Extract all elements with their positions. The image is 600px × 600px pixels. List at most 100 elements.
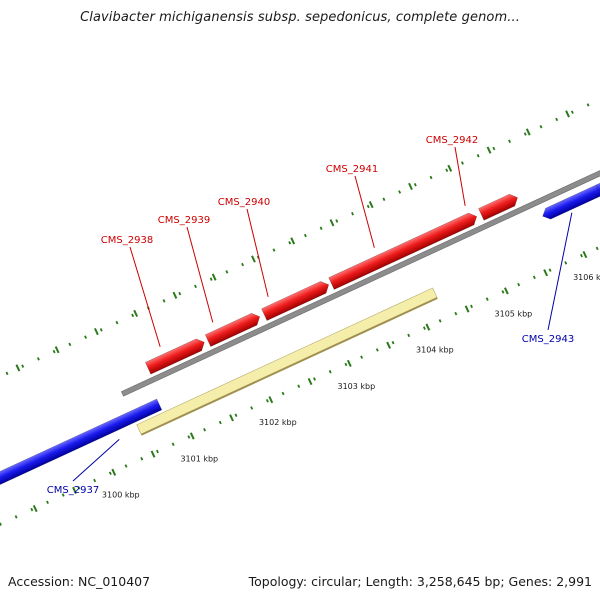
minor-tick	[407, 333, 411, 338]
major-tick	[504, 287, 509, 295]
major-tick	[543, 269, 549, 277]
minor-tick	[140, 457, 144, 461]
gene-arrow-cms-2937[interactable]	[0, 398, 163, 536]
minor-tick	[532, 275, 536, 280]
minor-tick	[194, 284, 197, 289]
gene-label-cms-2940[interactable]: CMS_2940	[218, 197, 270, 208]
minor-tick	[366, 204, 370, 209]
major-tick	[486, 146, 492, 154]
minor-tick	[508, 139, 512, 143]
minor-tick	[555, 117, 559, 122]
minor-tick	[485, 297, 489, 301]
gene-arrow-cms-2939[interactable]	[204, 311, 262, 347]
minor-tick	[77, 486, 81, 490]
major-tick	[307, 377, 313, 386]
gene-arrow-cms-2940[interactable]	[261, 279, 332, 321]
kbp-tick-label: 3101 kbp	[180, 454, 218, 463]
minor-tick	[570, 110, 574, 114]
minor-tick	[203, 428, 207, 432]
gene-arrow-cms-2941[interactable]	[328, 211, 480, 290]
major-tick	[368, 200, 374, 209]
minor-tick	[344, 362, 348, 367]
minor-tick	[319, 226, 323, 231]
major-tick	[525, 128, 531, 136]
minor-tick	[470, 304, 473, 309]
minor-tick	[241, 262, 245, 267]
pseudogene-band-edge	[140, 297, 438, 436]
minor-ticks	[0, 103, 599, 526]
major-tick	[582, 250, 588, 259]
minor-tick	[328, 369, 332, 374]
gene-leader-line	[246, 208, 269, 297]
major-tick	[111, 468, 117, 476]
major-tick	[133, 309, 139, 318]
gene-arrow-cms-2943[interactable]	[540, 184, 600, 222]
minor-tick	[162, 299, 166, 303]
minor-tick	[595, 246, 599, 251]
minor-tick	[281, 391, 285, 396]
minor-tick	[586, 103, 590, 107]
gene-features	[0, 108, 600, 536]
gene-label-cms-2942[interactable]: CMS_2942	[426, 135, 478, 146]
minor-tick	[523, 132, 527, 136]
backbone-line	[120, 0, 600, 397]
minor-tick	[178, 291, 182, 296]
minor-tick	[313, 377, 316, 381]
minor-tick	[413, 183, 417, 187]
gene-label-cms-2938[interactable]: CMS_2938	[101, 235, 153, 246]
minor-tick	[14, 515, 18, 519]
minor-tick	[218, 420, 222, 425]
gene-label-cms-2939[interactable]: CMS_2939	[158, 215, 210, 226]
map-rotated-group	[0, 0, 600, 536]
minor-tick	[36, 357, 40, 361]
minor-tick	[517, 282, 521, 287]
minor-tick	[21, 364, 25, 368]
major-tick	[94, 327, 99, 336]
minor-tick	[171, 442, 175, 447]
minor-tick	[0, 522, 2, 526]
minor-tick	[429, 175, 433, 180]
gene-label-cms-2943[interactable]: CMS_2943	[522, 334, 574, 345]
minor-tick	[382, 197, 386, 202]
minor-tick	[548, 268, 552, 272]
minor-tick	[234, 413, 238, 417]
minor-tick	[30, 507, 34, 512]
major-tick	[565, 110, 570, 118]
major-tick	[54, 346, 60, 354]
gene-arrow-cms-2938[interactable]	[145, 336, 207, 375]
minor-tick	[5, 371, 9, 376]
map-title: Clavibacter michiganensis subsp. sepedon…	[80, 10, 520, 25]
major-tick	[346, 359, 352, 368]
minor-tick	[68, 342, 72, 347]
minor-tick	[501, 290, 505, 294]
minor-tick	[303, 233, 307, 238]
genome-summary: Topology: circular; Length: 3,258,645 bp…	[248, 574, 592, 589]
major-tick	[150, 450, 156, 458]
minor-tick	[209, 277, 213, 281]
major-tick	[189, 432, 195, 440]
minor-tick	[156, 449, 159, 454]
gene-arrow-cms-2942[interactable]	[478, 192, 520, 221]
major-tick	[329, 219, 335, 227]
minor-tick	[250, 406, 254, 410]
minor-tick	[46, 500, 49, 505]
minor-tick	[351, 212, 354, 216]
gene-leader-line	[186, 226, 214, 323]
major-tick	[290, 237, 296, 245]
minor-tick	[375, 348, 379, 352]
gene-label-cms-2937[interactable]: CMS_2937	[47, 485, 99, 496]
major-tick	[386, 341, 391, 349]
gene-arrow-cms-2943-continued[interactable]	[596, 108, 600, 197]
minor-tick	[564, 261, 568, 265]
major-tick	[229, 414, 234, 422]
minor-tick	[288, 241, 292, 245]
major-tick	[408, 182, 413, 191]
minor-tick	[131, 313, 135, 318]
kbp-tick-label: 3103 kbp	[337, 382, 375, 391]
minor-tick	[492, 146, 496, 151]
gene-label-cms-2941[interactable]: CMS_2941	[326, 164, 378, 175]
minor-tick	[52, 349, 56, 354]
minor-tick	[391, 340, 395, 345]
minor-tick	[297, 384, 301, 388]
gene-leader-line	[454, 146, 466, 206]
